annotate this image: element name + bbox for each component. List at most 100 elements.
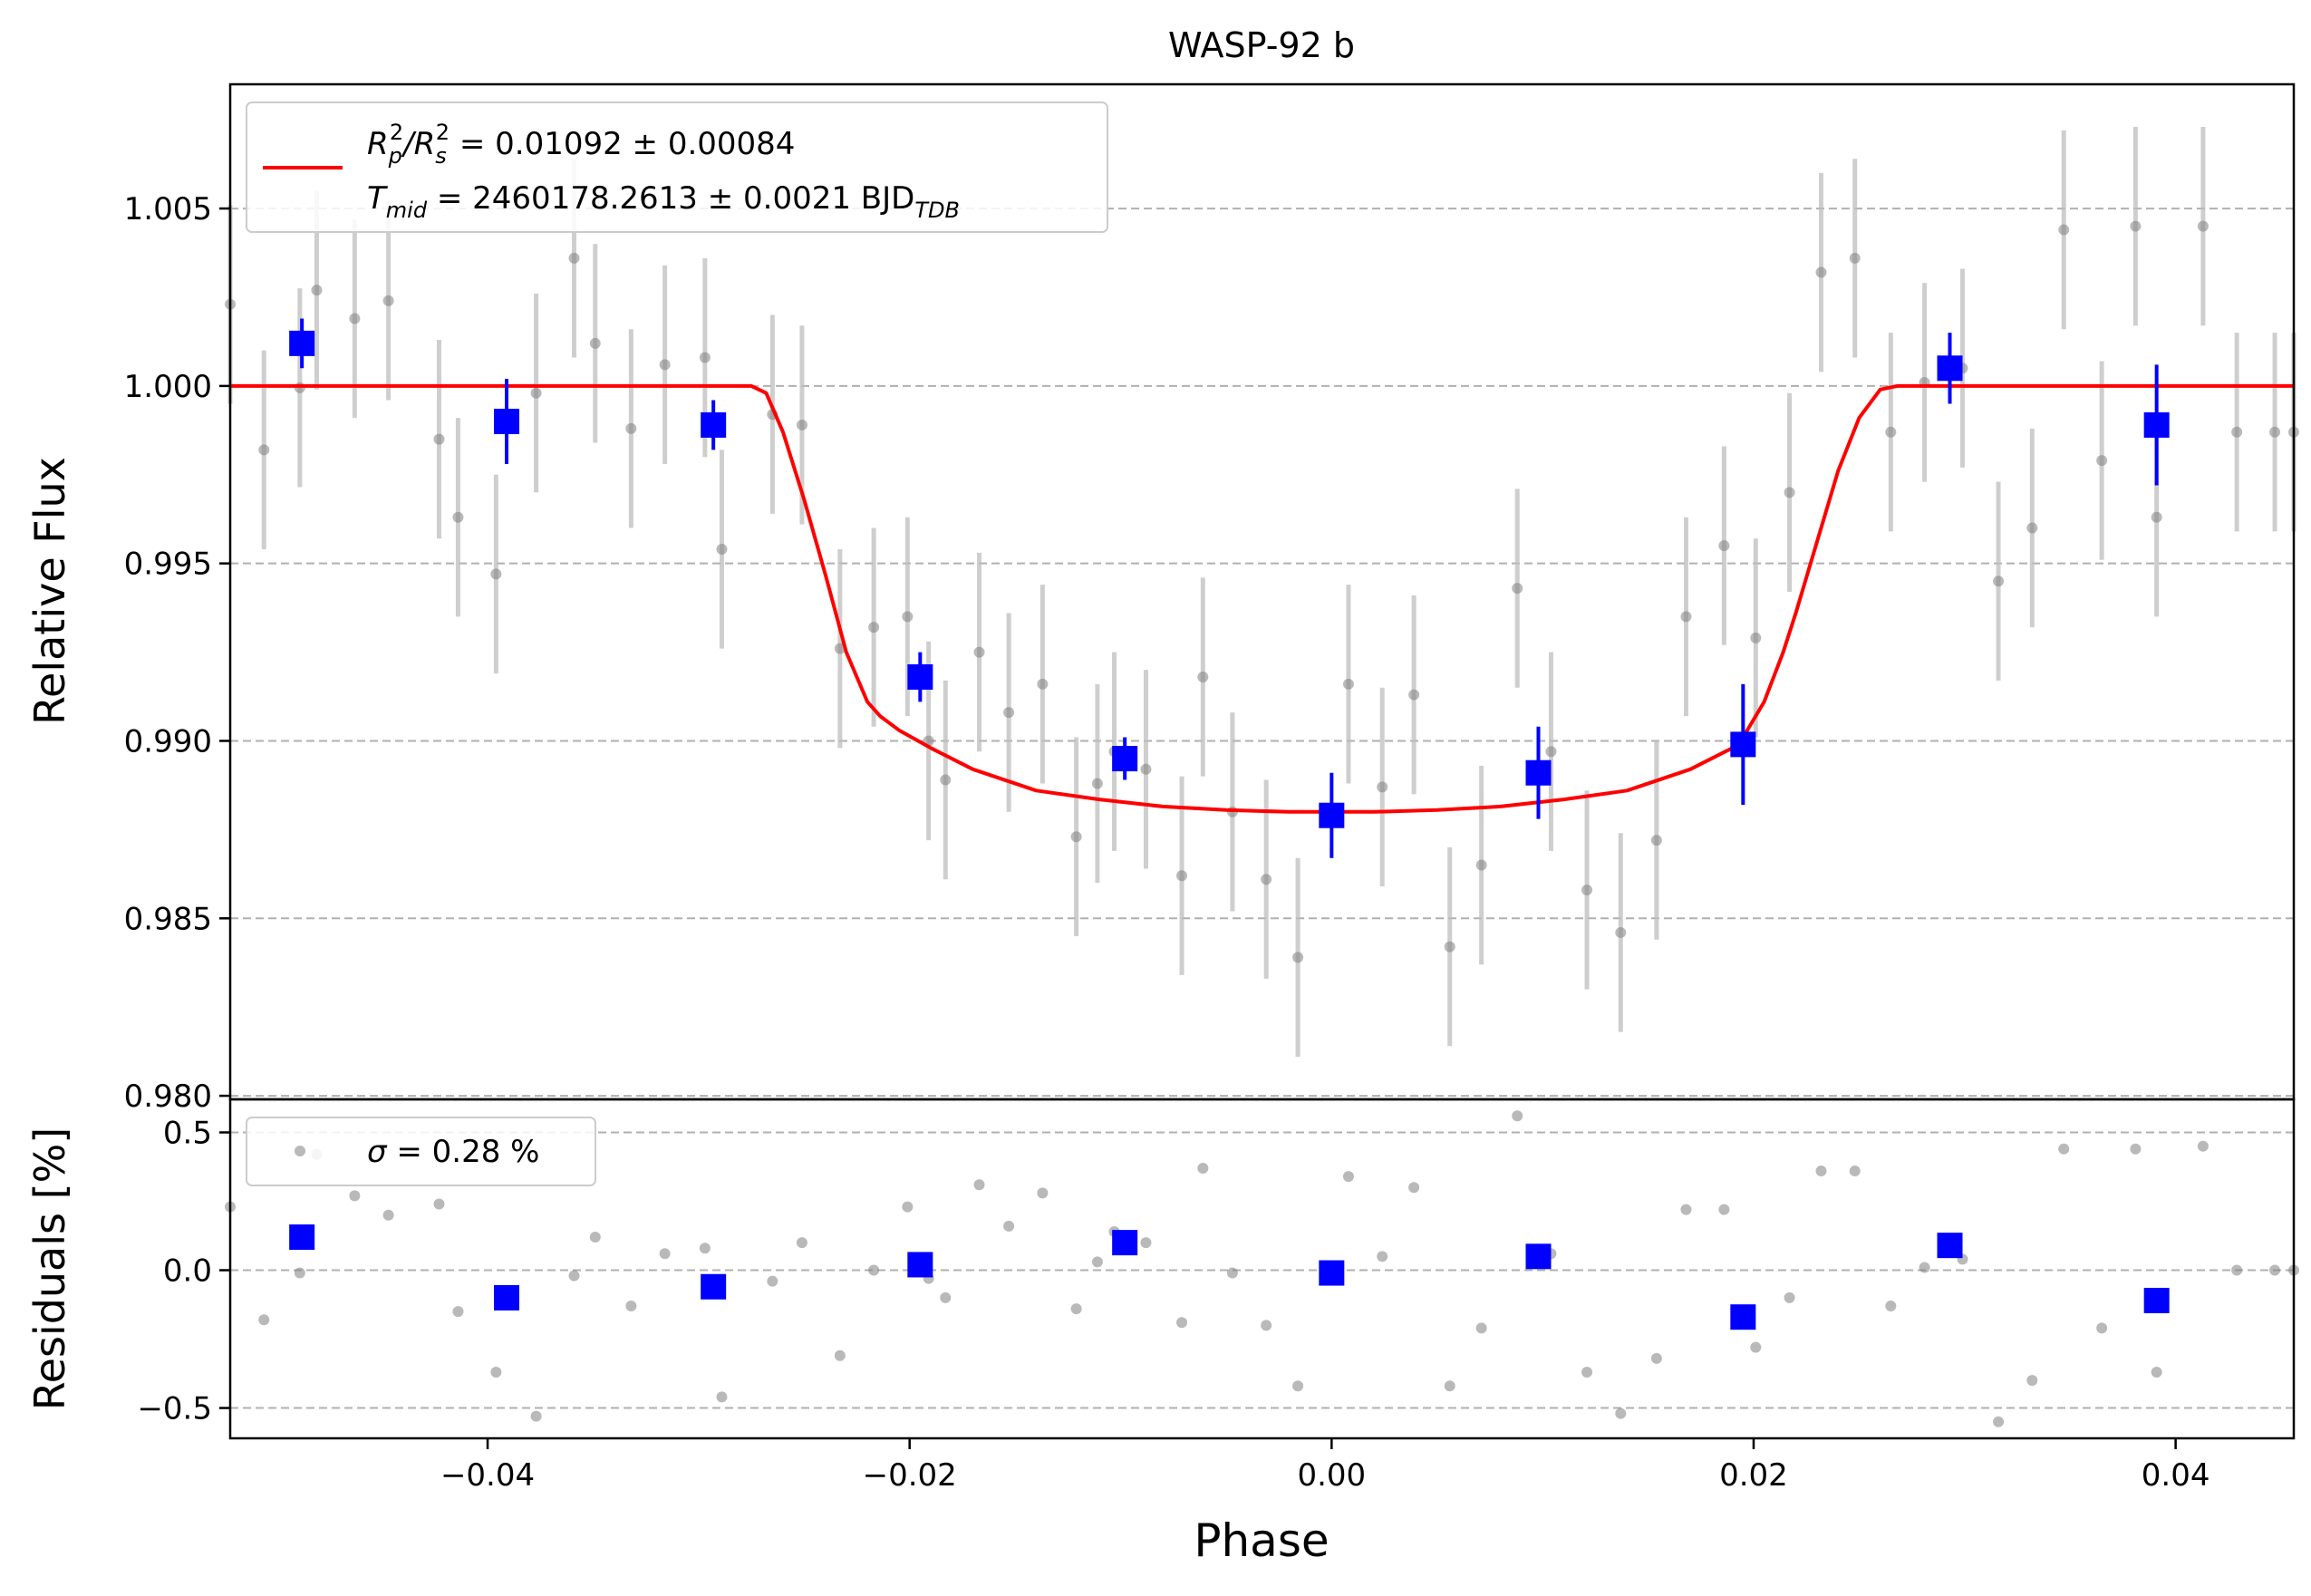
raw-point (2197, 220, 2209, 232)
raw-point (973, 646, 985, 658)
binned-residual-point (2143, 1287, 2170, 1313)
residuals-raw-points (225, 1110, 2299, 1427)
residual-point (2269, 1264, 2281, 1276)
residual-point (2026, 1375, 2038, 1387)
residual-point (258, 1314, 270, 1326)
residual-point (1070, 1303, 1082, 1315)
residual-point (699, 1243, 711, 1254)
raw-point (2231, 426, 2243, 438)
legend-box (246, 102, 1108, 233)
raw-point (1615, 926, 1627, 938)
raw-point (834, 643, 846, 654)
residual-point (1615, 1407, 1627, 1419)
residual-point (1849, 1166, 1861, 1177)
y-tick-label: −0.5 (137, 1391, 212, 1427)
residual-point (767, 1275, 778, 1287)
raw-point (1444, 941, 1455, 953)
x-tick-label: 0.00 (1297, 1457, 1366, 1494)
raw-point (490, 568, 502, 580)
y-tick-label: 0.5 (163, 1115, 212, 1151)
binned-point (1319, 802, 1345, 828)
x-tick-label: 0.02 (1719, 1457, 1788, 1494)
raw-point (1680, 611, 1692, 623)
residual-point (1444, 1380, 1455, 1392)
raw-point (1718, 540, 1730, 552)
residual-point (1091, 1256, 1103, 1268)
residual-point (568, 1270, 580, 1282)
raw-point (1650, 835, 1662, 846)
legend-residual-swatch (295, 1146, 305, 1156)
legend-depth-label: Rp2/Rs2 = 0.01092 ± 0.00084 (367, 120, 795, 169)
y-tick-label: 0.995 (124, 547, 212, 583)
residuals-axes-frame (228, 1098, 2296, 1440)
residual-point (2096, 1322, 2108, 1334)
residual-point (1919, 1262, 1930, 1273)
light-curve-legend: Rp2/Rs2 = 0.01092 ± 0.00084 Tmid = 24601… (246, 102, 1108, 233)
y-tick-label: 1.005 (124, 191, 212, 227)
residuals-binned-points (289, 1224, 2170, 1330)
residual-point (2151, 1367, 2162, 1378)
raw-point (1849, 252, 1861, 264)
light-curve-gridlines (230, 208, 2294, 1098)
residual-point (1475, 1322, 1487, 1334)
residual-point (1261, 1320, 1272, 1331)
residual-point (530, 1410, 542, 1422)
binned-point (1730, 731, 1756, 758)
raw-point (2130, 220, 2142, 232)
raw-point (659, 359, 671, 371)
residual-point (1037, 1187, 1049, 1199)
raw-point (2058, 224, 2070, 236)
legend-sigma-label: σ = 0.28 % (367, 1134, 539, 1170)
raw-point (1003, 707, 1015, 719)
residual-point (625, 1301, 637, 1312)
residual-point (1226, 1267, 1238, 1279)
binned-residual-point (1319, 1260, 1345, 1286)
y-tick-label: 0.990 (124, 723, 212, 759)
light-curve-y-label: Relative Flux (25, 457, 74, 725)
residual-point (1750, 1341, 1762, 1353)
chart-title: WASP-92 b (1168, 25, 1355, 65)
raw-point (349, 313, 361, 324)
binned-residual-point (1937, 1233, 1963, 1259)
residual-point (589, 1232, 601, 1243)
raw-point (1993, 576, 2005, 587)
raw-point (868, 622, 880, 634)
residual-point (973, 1179, 985, 1191)
residual-point (2231, 1264, 2243, 1276)
raw-point (1545, 746, 1557, 758)
residual-point (716, 1391, 728, 1403)
binned-point (907, 663, 933, 690)
residual-point (1408, 1182, 1420, 1194)
raw-point (2269, 426, 2281, 438)
residual-point (1342, 1171, 1354, 1183)
light-curve-y-ticks: 0.980 0.985 0.990 0.995 1.000 1.005 (124, 191, 230, 1115)
raw-point (1091, 778, 1103, 789)
raw-point (1475, 859, 1487, 871)
raw-point (433, 433, 445, 445)
binned-residual-point (701, 1273, 727, 1300)
residual-point (2197, 1140, 2209, 1152)
y-tick-label: 0.985 (124, 901, 212, 937)
raw-point (1070, 831, 1082, 843)
binned-point (1112, 746, 1138, 772)
binned-point (289, 330, 315, 356)
residual-point (1140, 1237, 1152, 1249)
binned-point (493, 409, 519, 435)
phase-x-ticks: −0.04 −0.02 0.00 0.02 0.04 (440, 1438, 2209, 1494)
light-curve-axes-frame (228, 82, 2296, 1101)
residual-point (1885, 1301, 1897, 1312)
residual-point (868, 1264, 880, 1276)
raw-point (258, 444, 270, 456)
binned-residual-point (1730, 1304, 1756, 1330)
binned-point (1525, 759, 1552, 786)
raw-point (1581, 884, 1593, 895)
raw-point (1037, 678, 1049, 690)
raw-point (1377, 781, 1388, 793)
binned-point (701, 411, 727, 438)
residual-point (452, 1306, 464, 1318)
residual-point (382, 1209, 394, 1221)
residual-point (940, 1291, 952, 1303)
raw-point (452, 511, 464, 523)
raw-point (1197, 671, 1209, 682)
